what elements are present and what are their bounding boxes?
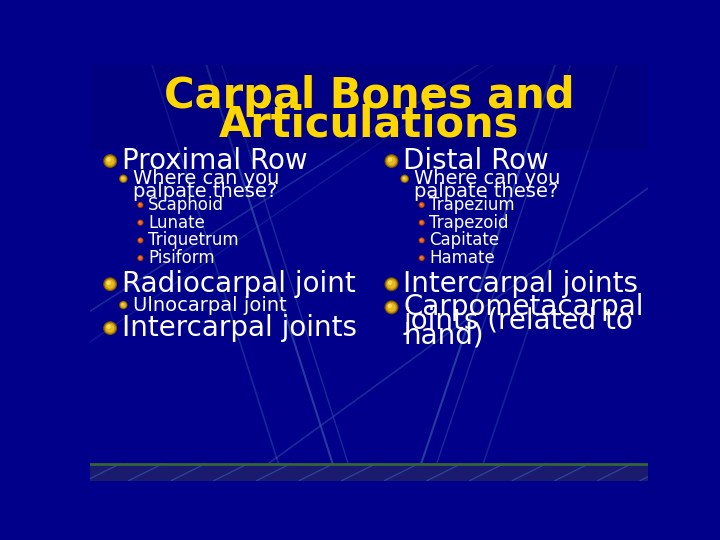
Circle shape xyxy=(402,177,407,181)
Circle shape xyxy=(384,300,398,314)
Circle shape xyxy=(106,157,114,165)
Text: palpate these?: palpate these? xyxy=(414,183,558,201)
Circle shape xyxy=(138,255,143,261)
Circle shape xyxy=(420,238,424,242)
Text: Where can you: Where can you xyxy=(132,169,279,188)
Text: Hamate: Hamate xyxy=(429,249,495,267)
Circle shape xyxy=(420,256,424,260)
Text: Articulations: Articulations xyxy=(219,104,519,146)
Circle shape xyxy=(119,301,127,309)
Bar xyxy=(90,464,648,481)
Circle shape xyxy=(121,303,124,306)
Text: Proximal Row: Proximal Row xyxy=(122,147,307,175)
Text: Carpometacarpal: Carpometacarpal xyxy=(403,293,644,321)
Circle shape xyxy=(387,280,396,288)
Circle shape xyxy=(139,256,140,258)
Circle shape xyxy=(120,176,127,182)
Circle shape xyxy=(420,204,422,205)
Circle shape xyxy=(139,239,140,241)
Circle shape xyxy=(400,174,409,183)
Bar xyxy=(90,65,648,150)
Circle shape xyxy=(386,156,397,167)
Text: Ulnocarpal joint: Ulnocarpal joint xyxy=(132,295,287,314)
Circle shape xyxy=(418,220,425,226)
Circle shape xyxy=(384,278,398,291)
Circle shape xyxy=(420,220,424,225)
Circle shape xyxy=(387,157,396,165)
Text: Distal Row: Distal Row xyxy=(403,147,549,175)
Text: Intercarpal joints: Intercarpal joints xyxy=(122,314,357,342)
Circle shape xyxy=(121,177,126,181)
Circle shape xyxy=(387,303,396,312)
Circle shape xyxy=(418,255,425,261)
Circle shape xyxy=(120,302,127,308)
Circle shape xyxy=(138,220,143,226)
Text: Where can you: Where can you xyxy=(414,169,560,188)
Circle shape xyxy=(138,220,143,225)
Circle shape xyxy=(387,280,392,285)
Circle shape xyxy=(387,303,392,308)
Circle shape xyxy=(401,176,408,182)
Text: hand): hand) xyxy=(403,321,484,349)
Circle shape xyxy=(119,174,127,183)
Circle shape xyxy=(402,177,405,179)
Text: Capitate: Capitate xyxy=(429,231,500,249)
Circle shape xyxy=(121,303,126,307)
Text: Trapezoid: Trapezoid xyxy=(429,214,509,232)
Circle shape xyxy=(387,157,392,162)
Circle shape xyxy=(104,322,116,334)
Circle shape xyxy=(107,157,111,162)
Circle shape xyxy=(138,202,143,207)
Circle shape xyxy=(103,278,117,291)
Circle shape xyxy=(384,154,398,168)
Circle shape xyxy=(104,279,116,290)
Circle shape xyxy=(106,324,114,333)
Text: joints (related to: joints (related to xyxy=(403,307,633,335)
Circle shape xyxy=(104,156,116,167)
Circle shape xyxy=(420,239,422,241)
Text: Carpal Bones and: Carpal Bones and xyxy=(163,75,575,117)
Text: Lunate: Lunate xyxy=(148,214,205,232)
Circle shape xyxy=(418,237,425,244)
Circle shape xyxy=(121,177,124,179)
Circle shape xyxy=(139,204,140,205)
Circle shape xyxy=(103,321,117,335)
Circle shape xyxy=(107,280,111,285)
Circle shape xyxy=(386,302,397,313)
Circle shape xyxy=(138,237,143,244)
Circle shape xyxy=(420,256,422,258)
Circle shape xyxy=(420,202,424,207)
Circle shape xyxy=(103,154,117,168)
Text: Scaphoid: Scaphoid xyxy=(148,196,224,214)
Text: Triquetrum: Triquetrum xyxy=(148,231,239,249)
Circle shape xyxy=(107,325,111,329)
Text: palpate these?: palpate these? xyxy=(132,183,277,201)
Text: Radiocarpal joint: Radiocarpal joint xyxy=(122,270,356,298)
Circle shape xyxy=(138,202,143,208)
Circle shape xyxy=(386,279,397,290)
Circle shape xyxy=(420,221,422,223)
Circle shape xyxy=(139,221,140,223)
Circle shape xyxy=(106,280,114,288)
Text: Pisiform: Pisiform xyxy=(148,249,215,267)
Circle shape xyxy=(138,256,143,260)
Text: Intercarpal joints: Intercarpal joints xyxy=(403,270,638,298)
Text: Trapezium: Trapezium xyxy=(429,196,515,214)
Circle shape xyxy=(418,202,425,208)
Circle shape xyxy=(138,238,143,242)
